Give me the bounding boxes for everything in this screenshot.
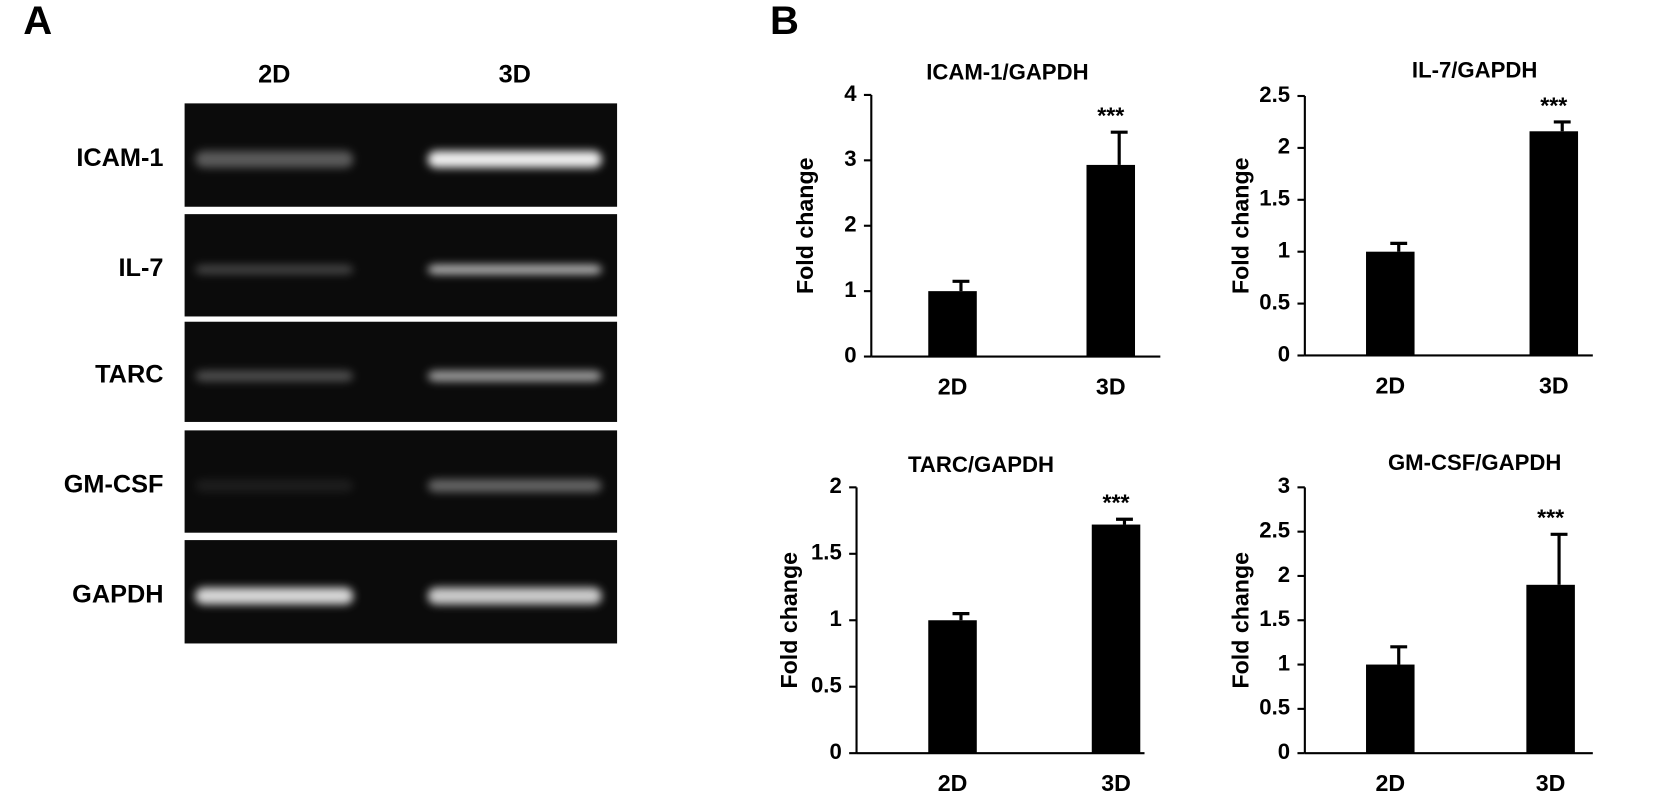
y-axis-label: Fold change (776, 552, 802, 689)
y-tick-label: 2 (844, 212, 856, 237)
x-tick-label: 3D (1536, 770, 1566, 796)
x-tick-label: 3D (1539, 372, 1569, 398)
gene-label: IL-7 (119, 254, 164, 282)
y-tick-label: 1 (829, 606, 841, 631)
bar (1086, 164, 1136, 357)
chart-title: IL-7/GAPDH (1412, 58, 1537, 83)
panel-label: B (770, 0, 799, 43)
bar (1526, 584, 1575, 754)
band (195, 479, 354, 493)
y-tick-label: 1 (844, 277, 856, 302)
y-tick-label: 0 (1278, 739, 1290, 764)
band (427, 587, 602, 605)
gene-label: GM-CSF (64, 470, 164, 498)
y-tick-label: 1.5 (1259, 186, 1290, 211)
x-tick-label: 2D (1375, 372, 1405, 398)
band (427, 150, 602, 168)
y-tick-label: 0.5 (811, 673, 842, 698)
band (195, 264, 354, 275)
chart-title: GM-CSF/GAPDH (1388, 450, 1561, 475)
y-tick-label: 3 (1278, 473, 1290, 498)
y-axis-label: Fold change (1228, 552, 1254, 689)
y-tick-label: 2 (1278, 134, 1290, 159)
y-axis-label: Fold change (1228, 157, 1254, 294)
bar (1529, 131, 1579, 356)
band (195, 587, 354, 605)
x-tick-label: 2D (1375, 770, 1405, 796)
bar (1366, 664, 1415, 754)
panel-label: A (23, 0, 52, 43)
y-tick-label: 1 (1278, 650, 1290, 675)
y-axis-label: Fold change (792, 157, 818, 294)
significance: *** (1540, 92, 1567, 118)
x-tick-label: 3D (1096, 373, 1126, 399)
bar (928, 620, 977, 754)
bar (1366, 251, 1415, 356)
chart-title: ICAM-1/GAPDH (926, 60, 1088, 85)
significance: *** (1537, 505, 1564, 531)
y-tick-label: 1 (1278, 238, 1290, 263)
band (427, 479, 602, 493)
y-tick-label: 4 (844, 81, 857, 106)
significance: *** (1097, 103, 1124, 129)
significance: *** (1102, 490, 1129, 516)
chart-title: TARC/GAPDH (908, 452, 1054, 477)
lane-label: 2D (258, 61, 290, 89)
y-tick-label: 2.5 (1259, 517, 1290, 542)
y-tick-label: 0 (844, 342, 856, 367)
y-tick-label: 3 (844, 146, 856, 171)
y-tick-label: 0 (829, 739, 841, 764)
y-tick-label: 2 (1278, 562, 1290, 587)
y-tick-label: 2 (829, 473, 841, 498)
band (427, 264, 602, 275)
gene-label: ICAM-1 (76, 144, 163, 172)
y-tick-label: 1.5 (1259, 606, 1290, 631)
bar (1091, 524, 1141, 754)
x-tick-label: 3D (1101, 770, 1131, 796)
y-tick-label: 0.5 (1259, 695, 1290, 720)
y-tick-label: 0 (1278, 341, 1290, 366)
band (195, 150, 354, 168)
x-tick-label: 2D (938, 770, 968, 796)
lane-label: 3D (499, 61, 531, 89)
band (427, 370, 602, 382)
x-tick-label: 2D (938, 373, 968, 399)
gene-label: TARC (95, 361, 163, 389)
y-tick-label: 1.5 (811, 540, 842, 565)
gene-label: GAPDH (72, 581, 163, 609)
y-tick-label: 0.5 (1259, 289, 1290, 314)
band (195, 370, 354, 382)
y-tick-label: 2.5 (1259, 82, 1290, 107)
bar (928, 291, 977, 357)
